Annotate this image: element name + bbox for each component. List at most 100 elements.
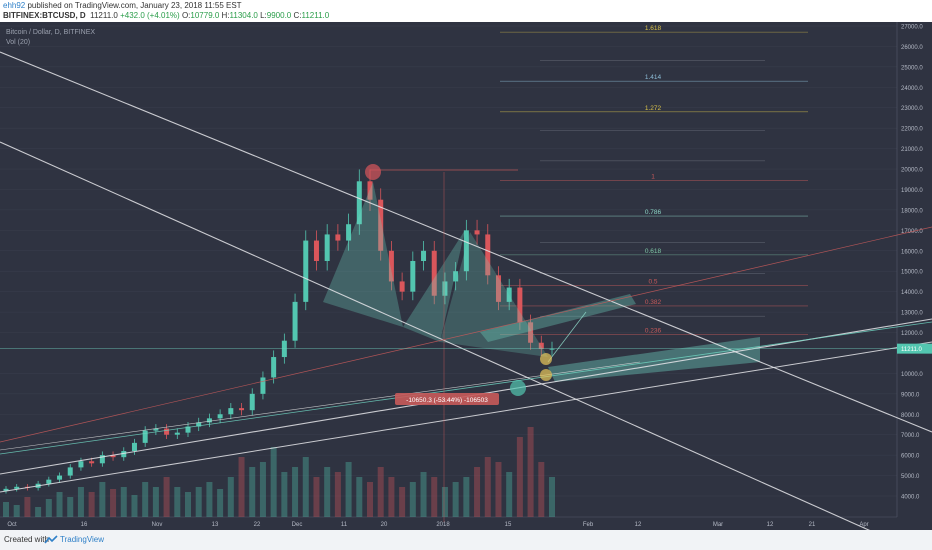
- tradingview-logo-icon: [44, 535, 58, 544]
- candle: [271, 357, 277, 378]
- author-link[interactable]: ehh92: [3, 1, 26, 10]
- volume-bar: [495, 462, 502, 517]
- pattern-shape: [548, 337, 760, 382]
- volume-bar: [206, 482, 213, 517]
- trend-line: [0, 51, 932, 433]
- volume-bar: [345, 462, 352, 517]
- x-tick-label: 16: [81, 522, 88, 528]
- fib-level-label: 0.786: [645, 209, 662, 216]
- y-tick-label: 7000.0: [901, 433, 920, 439]
- candle: [442, 281, 448, 296]
- candle: [399, 281, 405, 292]
- pattern-shape: [403, 230, 465, 342]
- volume-bar: [516, 437, 523, 517]
- volume-bar: [249, 467, 256, 517]
- candle: [228, 408, 234, 415]
- created-with-text: Created with: [4, 535, 49, 544]
- volume-bar: [538, 462, 545, 517]
- y-tick-label: 12000.0: [901, 331, 923, 337]
- pattern-shape: [480, 294, 636, 342]
- trend-line: [0, 341, 932, 493]
- pattern-shape: [323, 182, 403, 327]
- y-tick-label: 18000.0: [901, 208, 923, 214]
- symbol-label: BITFINEX:BTCUSD, D: [3, 11, 86, 20]
- fib-level-label: 1.272: [645, 105, 662, 112]
- volume-bar: [431, 477, 438, 517]
- current-price-tag: [897, 343, 932, 354]
- volume-bar: [409, 482, 416, 517]
- volume-bar: [56, 492, 63, 517]
- y-tick-label: 13000.0: [901, 311, 923, 317]
- volume-bar: [388, 477, 395, 517]
- candle: [538, 342, 544, 349]
- y-tick-label: 14000.0: [901, 290, 923, 296]
- volume-bar: [377, 467, 384, 517]
- chart-area[interactable]: 27000.0 26000.0 25000.0 24000.0 23000.0 22000…: [0, 22, 932, 530]
- x-tick-label: 13: [212, 522, 219, 528]
- pattern-shape: [440, 232, 548, 357]
- price-chart[interactable]: 27000.0 26000.0 25000.0 24000.0 23000.0 22000…: [0, 22, 932, 530]
- y-tick-label: 27000.0: [901, 25, 923, 31]
- series-legend: Bitcoin / Dollar, D, BITFINEX: [6, 29, 96, 36]
- candle: [249, 393, 255, 411]
- volume-bar: [259, 462, 266, 517]
- candle: [517, 287, 523, 323]
- open-value: 10779.0: [190, 11, 220, 20]
- candle: [110, 455, 116, 458]
- x-tick-label: 12: [635, 522, 642, 528]
- trend-line: [0, 141, 871, 530]
- candle: [335, 234, 341, 241]
- volume-bar: [420, 472, 427, 517]
- candle: [121, 451, 127, 458]
- candle: [153, 428, 159, 431]
- x-tick-label: 21: [809, 522, 816, 528]
- volume-bar: [527, 427, 534, 517]
- close-value: 11211.0: [301, 11, 330, 20]
- x-tick-label: 12: [767, 522, 774, 528]
- volume-bar: [441, 487, 448, 517]
- fib-level-label: 0.382: [645, 299, 662, 306]
- top-marker: [365, 164, 381, 180]
- last-price: 11211.0: [90, 11, 118, 20]
- trend-line: [0, 321, 932, 455]
- candle: [388, 250, 394, 282]
- high-value: 11304.0: [229, 11, 258, 20]
- trend-line: [547, 311, 587, 363]
- volume-bar: [452, 482, 459, 517]
- x-tick-label: Mar: [713, 522, 723, 528]
- candle: [164, 428, 170, 435]
- candle: [217, 414, 223, 419]
- volume-bar: [484, 457, 491, 517]
- candle: [131, 442, 137, 452]
- candle: [346, 224, 352, 241]
- y-tick-label: 25000.0: [901, 65, 923, 71]
- fib-level-label: 0.618: [645, 248, 662, 255]
- candle: [410, 261, 416, 292]
- candle: [431, 250, 437, 296]
- x-tick-label: 2018: [436, 522, 450, 528]
- close-label: C:: [293, 11, 302, 20]
- volume-bar: [35, 507, 42, 517]
- candle: [528, 322, 534, 343]
- volume-bar: [195, 487, 202, 517]
- candle: [239, 408, 245, 411]
- candle: [174, 432, 180, 435]
- y-tick-label: 19000.0: [901, 188, 923, 194]
- tradingview-brand[interactable]: TradingView: [60, 535, 105, 544]
- y-tick-label: 23000.0: [901, 106, 923, 112]
- candle: [196, 422, 202, 427]
- volume-bar: [120, 487, 127, 517]
- low-value: 9900.0: [266, 11, 292, 20]
- volume-bar: [67, 497, 74, 517]
- fib-level-label: 1: [651, 173, 655, 180]
- candle: [453, 271, 459, 282]
- volume-bar: [13, 505, 20, 517]
- y-tick-label: 10000.0: [901, 372, 923, 378]
- volume-bar: [152, 487, 159, 517]
- candle: [260, 377, 266, 394]
- candle: [99, 455, 105, 464]
- volume-bar: [292, 467, 299, 517]
- low-label: L:: [260, 11, 267, 20]
- x-tick-label: 15: [505, 522, 512, 528]
- candle: [324, 234, 330, 261]
